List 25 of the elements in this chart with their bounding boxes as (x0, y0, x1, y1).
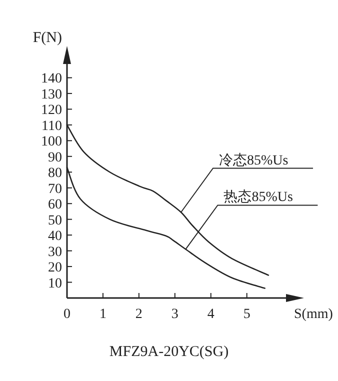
ytick: 120 (41, 103, 62, 118)
ytick: 20 (48, 260, 62, 276)
xtick: 5 (243, 307, 250, 322)
series-label: 热态85%Us (224, 190, 293, 206)
title: MFZ9A-20YC(SG) (109, 344, 229, 360)
series-label: 冷态85%Us (219, 153, 288, 168)
xtick: 3 (171, 307, 178, 322)
ytick: 40 (48, 229, 62, 244)
xtick: 4 (207, 307, 214, 322)
ytick: 70 (48, 182, 62, 197)
ytick: 30 (48, 244, 62, 260)
ytick: 80 (48, 166, 62, 182)
ytick: 100 (41, 134, 62, 150)
xtick: 2 (135, 307, 142, 322)
ytick: 10 (48, 276, 62, 292)
xtick: 1 (99, 307, 106, 322)
ytick: 90 (48, 150, 62, 166)
ytick: 50 (48, 213, 62, 228)
ytick: 140 (41, 72, 62, 87)
ytick: 60 (48, 198, 62, 213)
ytick: 110 (42, 118, 62, 134)
ytick: 130 (41, 87, 62, 102)
xlabel: S(mm) (294, 307, 333, 322)
xtick: 0 (64, 307, 70, 322)
ylabel: F(N) (32, 30, 62, 46)
